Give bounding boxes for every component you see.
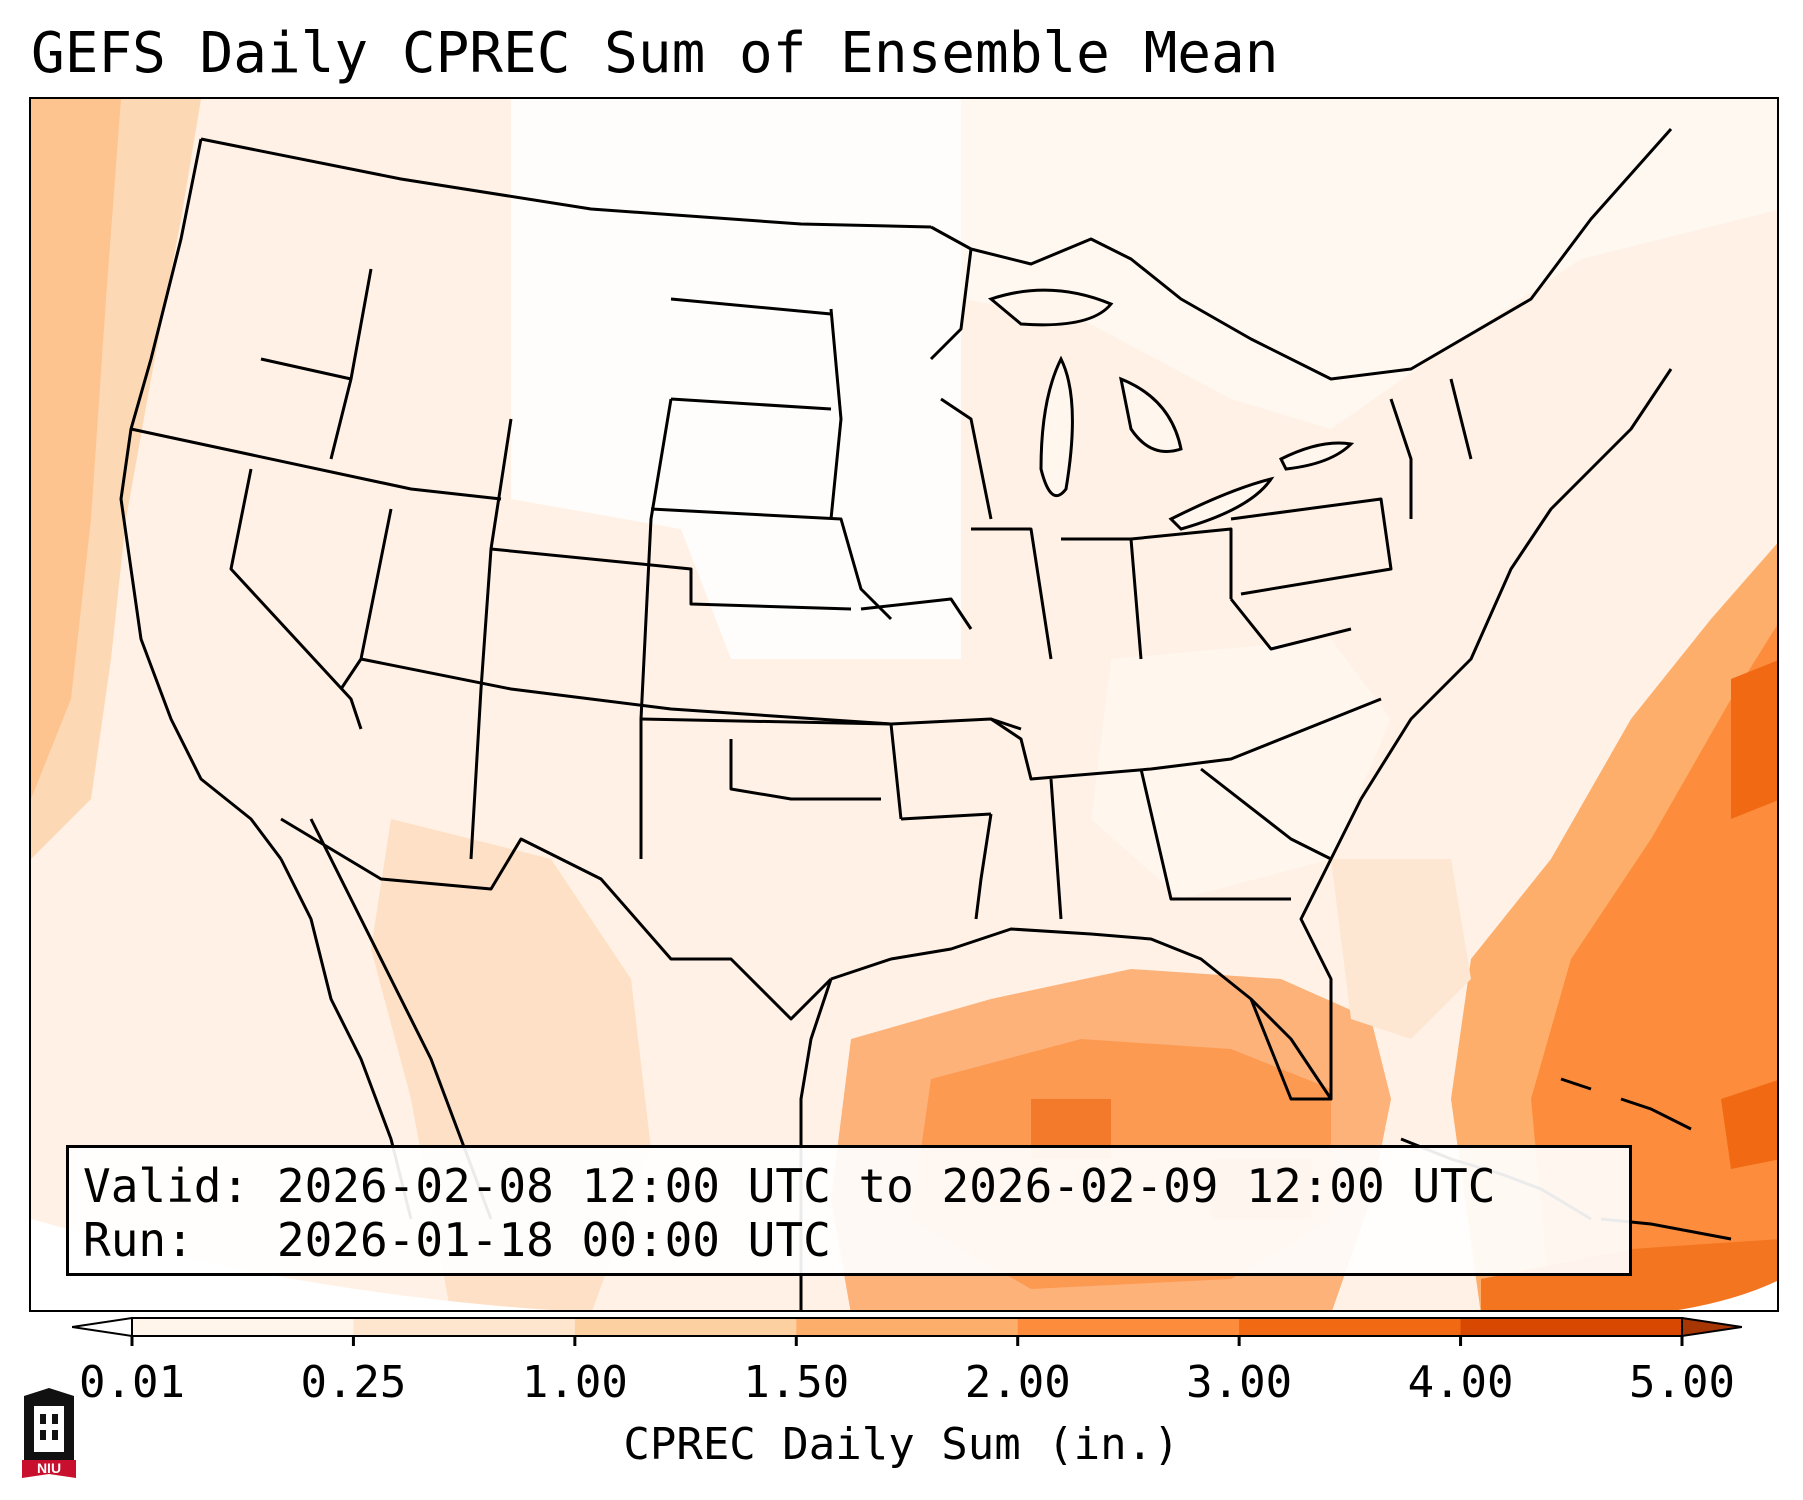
valid-time-range: 2026-02-08 12:00 UTC to 2026-02-09 12:00… [276, 1159, 1496, 1213]
colorbar-under-extension [72, 1316, 133, 1338]
lake-ontario [1278, 441, 1355, 471]
colorbar-tick-label: 4.00 [1407, 1357, 1514, 1408]
lake-superior [987, 288, 1114, 327]
colorbar-over-extension [1681, 1316, 1742, 1338]
run-time: 2026-01-18 00:00 UTC [276, 1213, 831, 1267]
colorbar-outline [131, 1317, 1683, 1337]
colorbar [72, 1316, 1742, 1346]
colorbar-segment [1460, 1318, 1683, 1336]
colorbar-segment [353, 1318, 576, 1336]
map-title: GEFS Daily CPREC Sum of Ensemble Mean [31, 21, 1279, 86]
us-canada-border [200, 137, 932, 229]
colorbar-tick-label: 0.01 [79, 1357, 185, 1408]
colorbar-segments [72, 1316, 1742, 1338]
colorbar-segment [1017, 1318, 1240, 1336]
lake-michigan [1039, 355, 1074, 498]
colorbar-segment [574, 1318, 797, 1336]
map-canvas [31, 99, 1777, 1310]
colorbar-tick-label: 0.25 [300, 1357, 407, 1408]
colorbar-segment [132, 1318, 354, 1336]
colorbar-segment [1239, 1318, 1462, 1336]
precip-shading [31, 99, 1777, 1310]
precipitation-map [29, 97, 1779, 1312]
colorbar-tick-label: 3.00 [1186, 1357, 1293, 1408]
colorbar-tick-label: 1.50 [743, 1357, 850, 1408]
run-label: Run: [83, 1213, 194, 1267]
boundary-lines [119, 128, 1673, 1310]
colorbar-tick-label: 2.00 [964, 1357, 1071, 1408]
great-lakes [987, 288, 1355, 531]
valid-label: Valid: [83, 1159, 250, 1213]
colorbar-tick-label: 5.00 [1629, 1357, 1735, 1408]
pacific-coast [119, 138, 283, 860]
niu-logo-icon: NIU [22, 1388, 76, 1478]
colorbar-tick-marks [130, 1336, 1684, 1346]
colorbar-label: CPREC Daily Sum (in.) [623, 1419, 1180, 1470]
svg-text:NIU: NIU [37, 1460, 61, 1476]
lake-huron [1118, 376, 1183, 453]
valid-run-info-box: Valid: 2026-02-08 12:00 UTC to 2026-02-0… [66, 1145, 1632, 1276]
lake-erie [1168, 476, 1275, 531]
colorbar-segment [796, 1318, 1019, 1336]
colorbar-tick-label: 1.00 [521, 1357, 628, 1408]
